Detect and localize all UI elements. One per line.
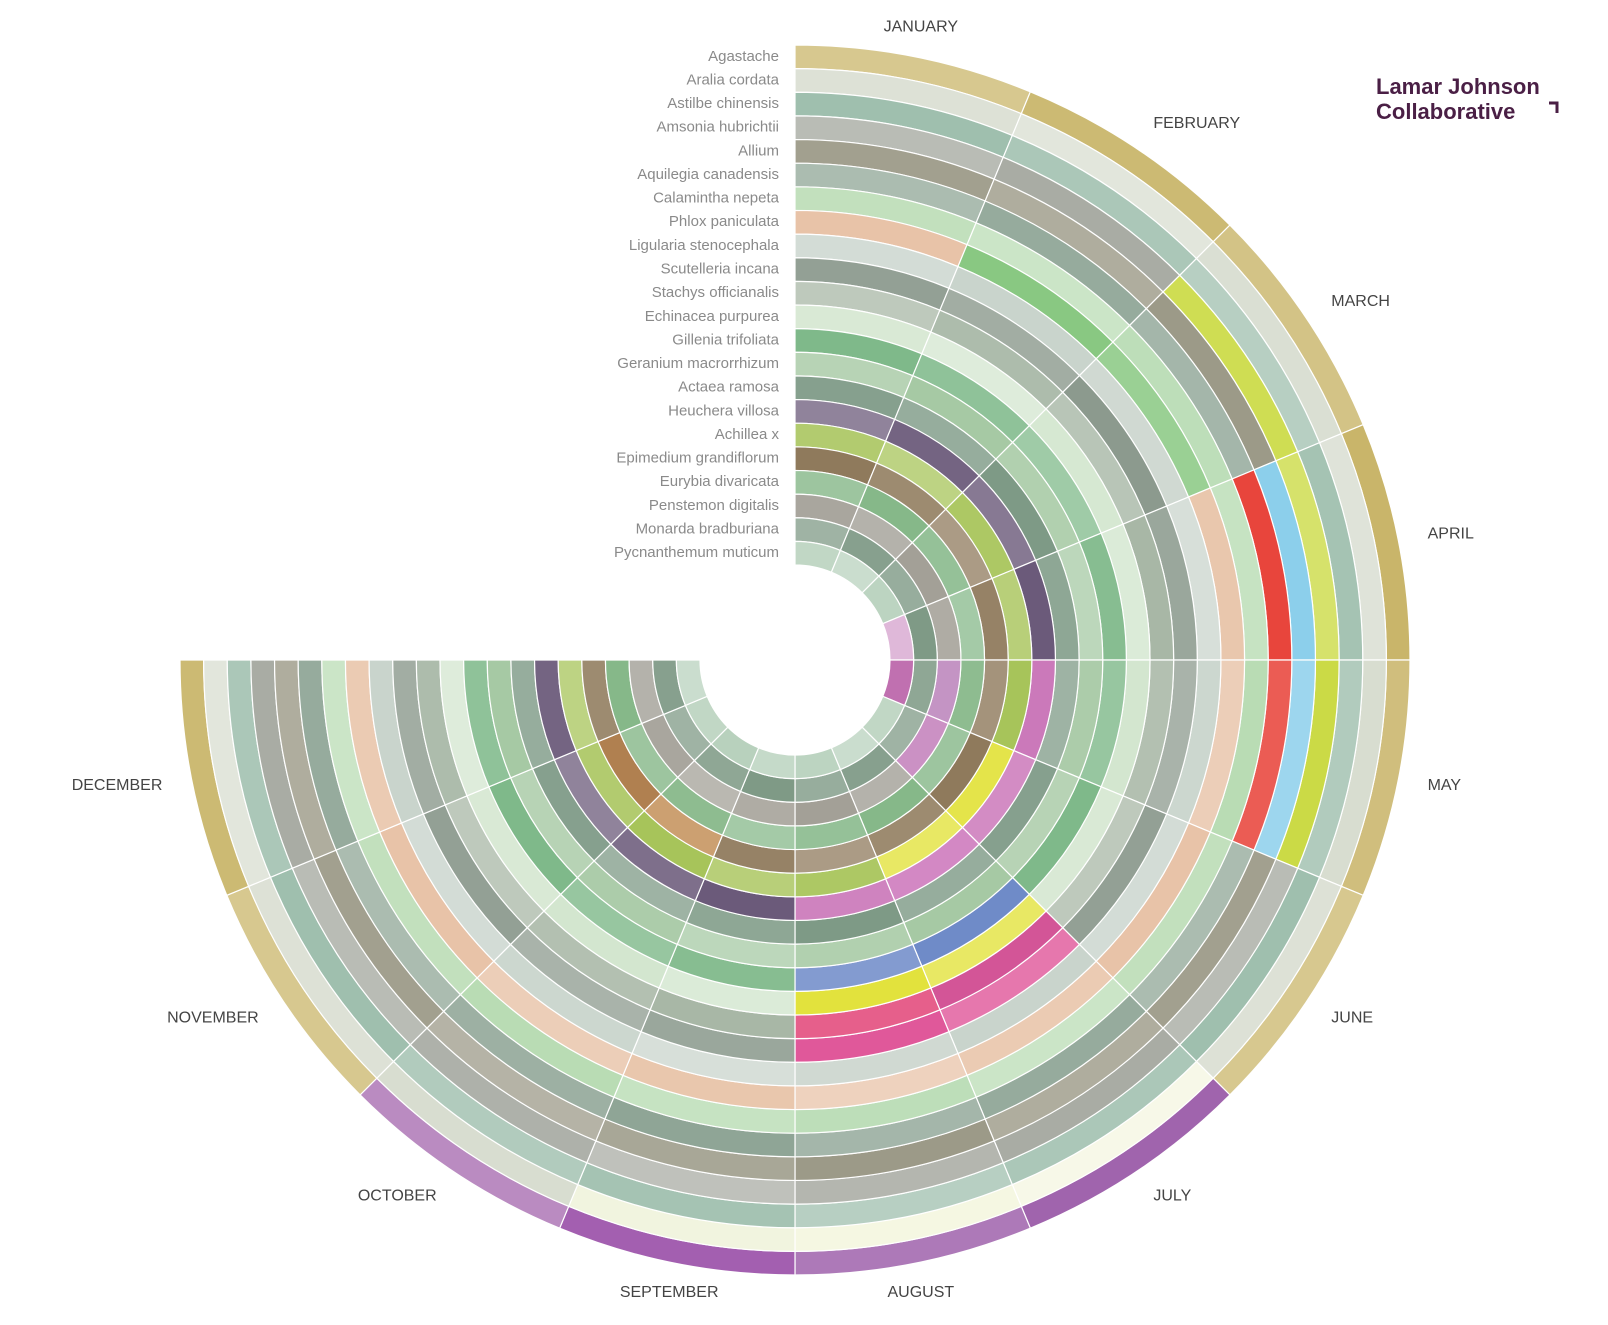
month-label: JULY bbox=[1153, 1188, 1191, 1205]
plant-label: Scutelleria incana bbox=[661, 261, 780, 278]
plant-label: Aralia cordata bbox=[686, 71, 779, 88]
logo-mark bbox=[1549, 101, 1559, 113]
plant-label: Pycnanthemum muticum bbox=[614, 544, 779, 561]
month-label: SEPTEMBER bbox=[620, 1284, 719, 1301]
plant-label: Calamintha nepeta bbox=[653, 190, 780, 207]
plant-label: Astilbe chinensis bbox=[667, 95, 779, 112]
plant-label: Epimedium grandiflorum bbox=[616, 450, 779, 467]
logo-line: Collaborative bbox=[1376, 99, 1515, 124]
month-label: FEBRUARY bbox=[1153, 115, 1240, 132]
plant-label: Gillenia trifoliata bbox=[672, 331, 779, 348]
month-label: DECEMBER bbox=[72, 777, 163, 794]
month-label: JUNE bbox=[1331, 1010, 1373, 1027]
rings bbox=[179, 44, 1411, 1276]
plant-label: Phlox paniculata bbox=[669, 213, 780, 230]
plant-label: Agastache bbox=[708, 48, 779, 65]
plant-label: Aquilegia canadensis bbox=[637, 166, 779, 183]
plant-label: Eurybia divaricata bbox=[660, 473, 780, 490]
plant-label: Ligularia stenocephala bbox=[629, 237, 780, 254]
plant-label: Penstemon digitalis bbox=[649, 497, 779, 514]
logo-line: Lamar Johnson bbox=[1376, 74, 1540, 99]
plant-label: Actaea ramosa bbox=[678, 379, 780, 396]
month-label: JANUARY bbox=[884, 19, 959, 36]
plant-label: Echinacea purpurea bbox=[645, 308, 780, 325]
plant-label: Stachys officianalis bbox=[652, 284, 779, 301]
plant-label: Monarda bradburiana bbox=[636, 521, 780, 538]
plant-label: Achillea x bbox=[715, 426, 780, 443]
month-label: AUGUST bbox=[887, 1284, 954, 1301]
month-label: NOVEMBER bbox=[167, 1010, 259, 1027]
plant-label: Allium bbox=[738, 142, 779, 159]
plant-label: Geranium macrorrhizum bbox=[617, 355, 779, 372]
ring-segment bbox=[675, 659, 709, 707]
plant-label: Heuchera villosa bbox=[668, 402, 780, 419]
month-label: MAY bbox=[1428, 777, 1462, 794]
month-label: MARCH bbox=[1331, 293, 1390, 310]
month-label: APRIL bbox=[1428, 525, 1474, 542]
plant-label: Amsonia hubrichtii bbox=[656, 119, 779, 136]
month-label: OCTOBER bbox=[358, 1188, 437, 1205]
